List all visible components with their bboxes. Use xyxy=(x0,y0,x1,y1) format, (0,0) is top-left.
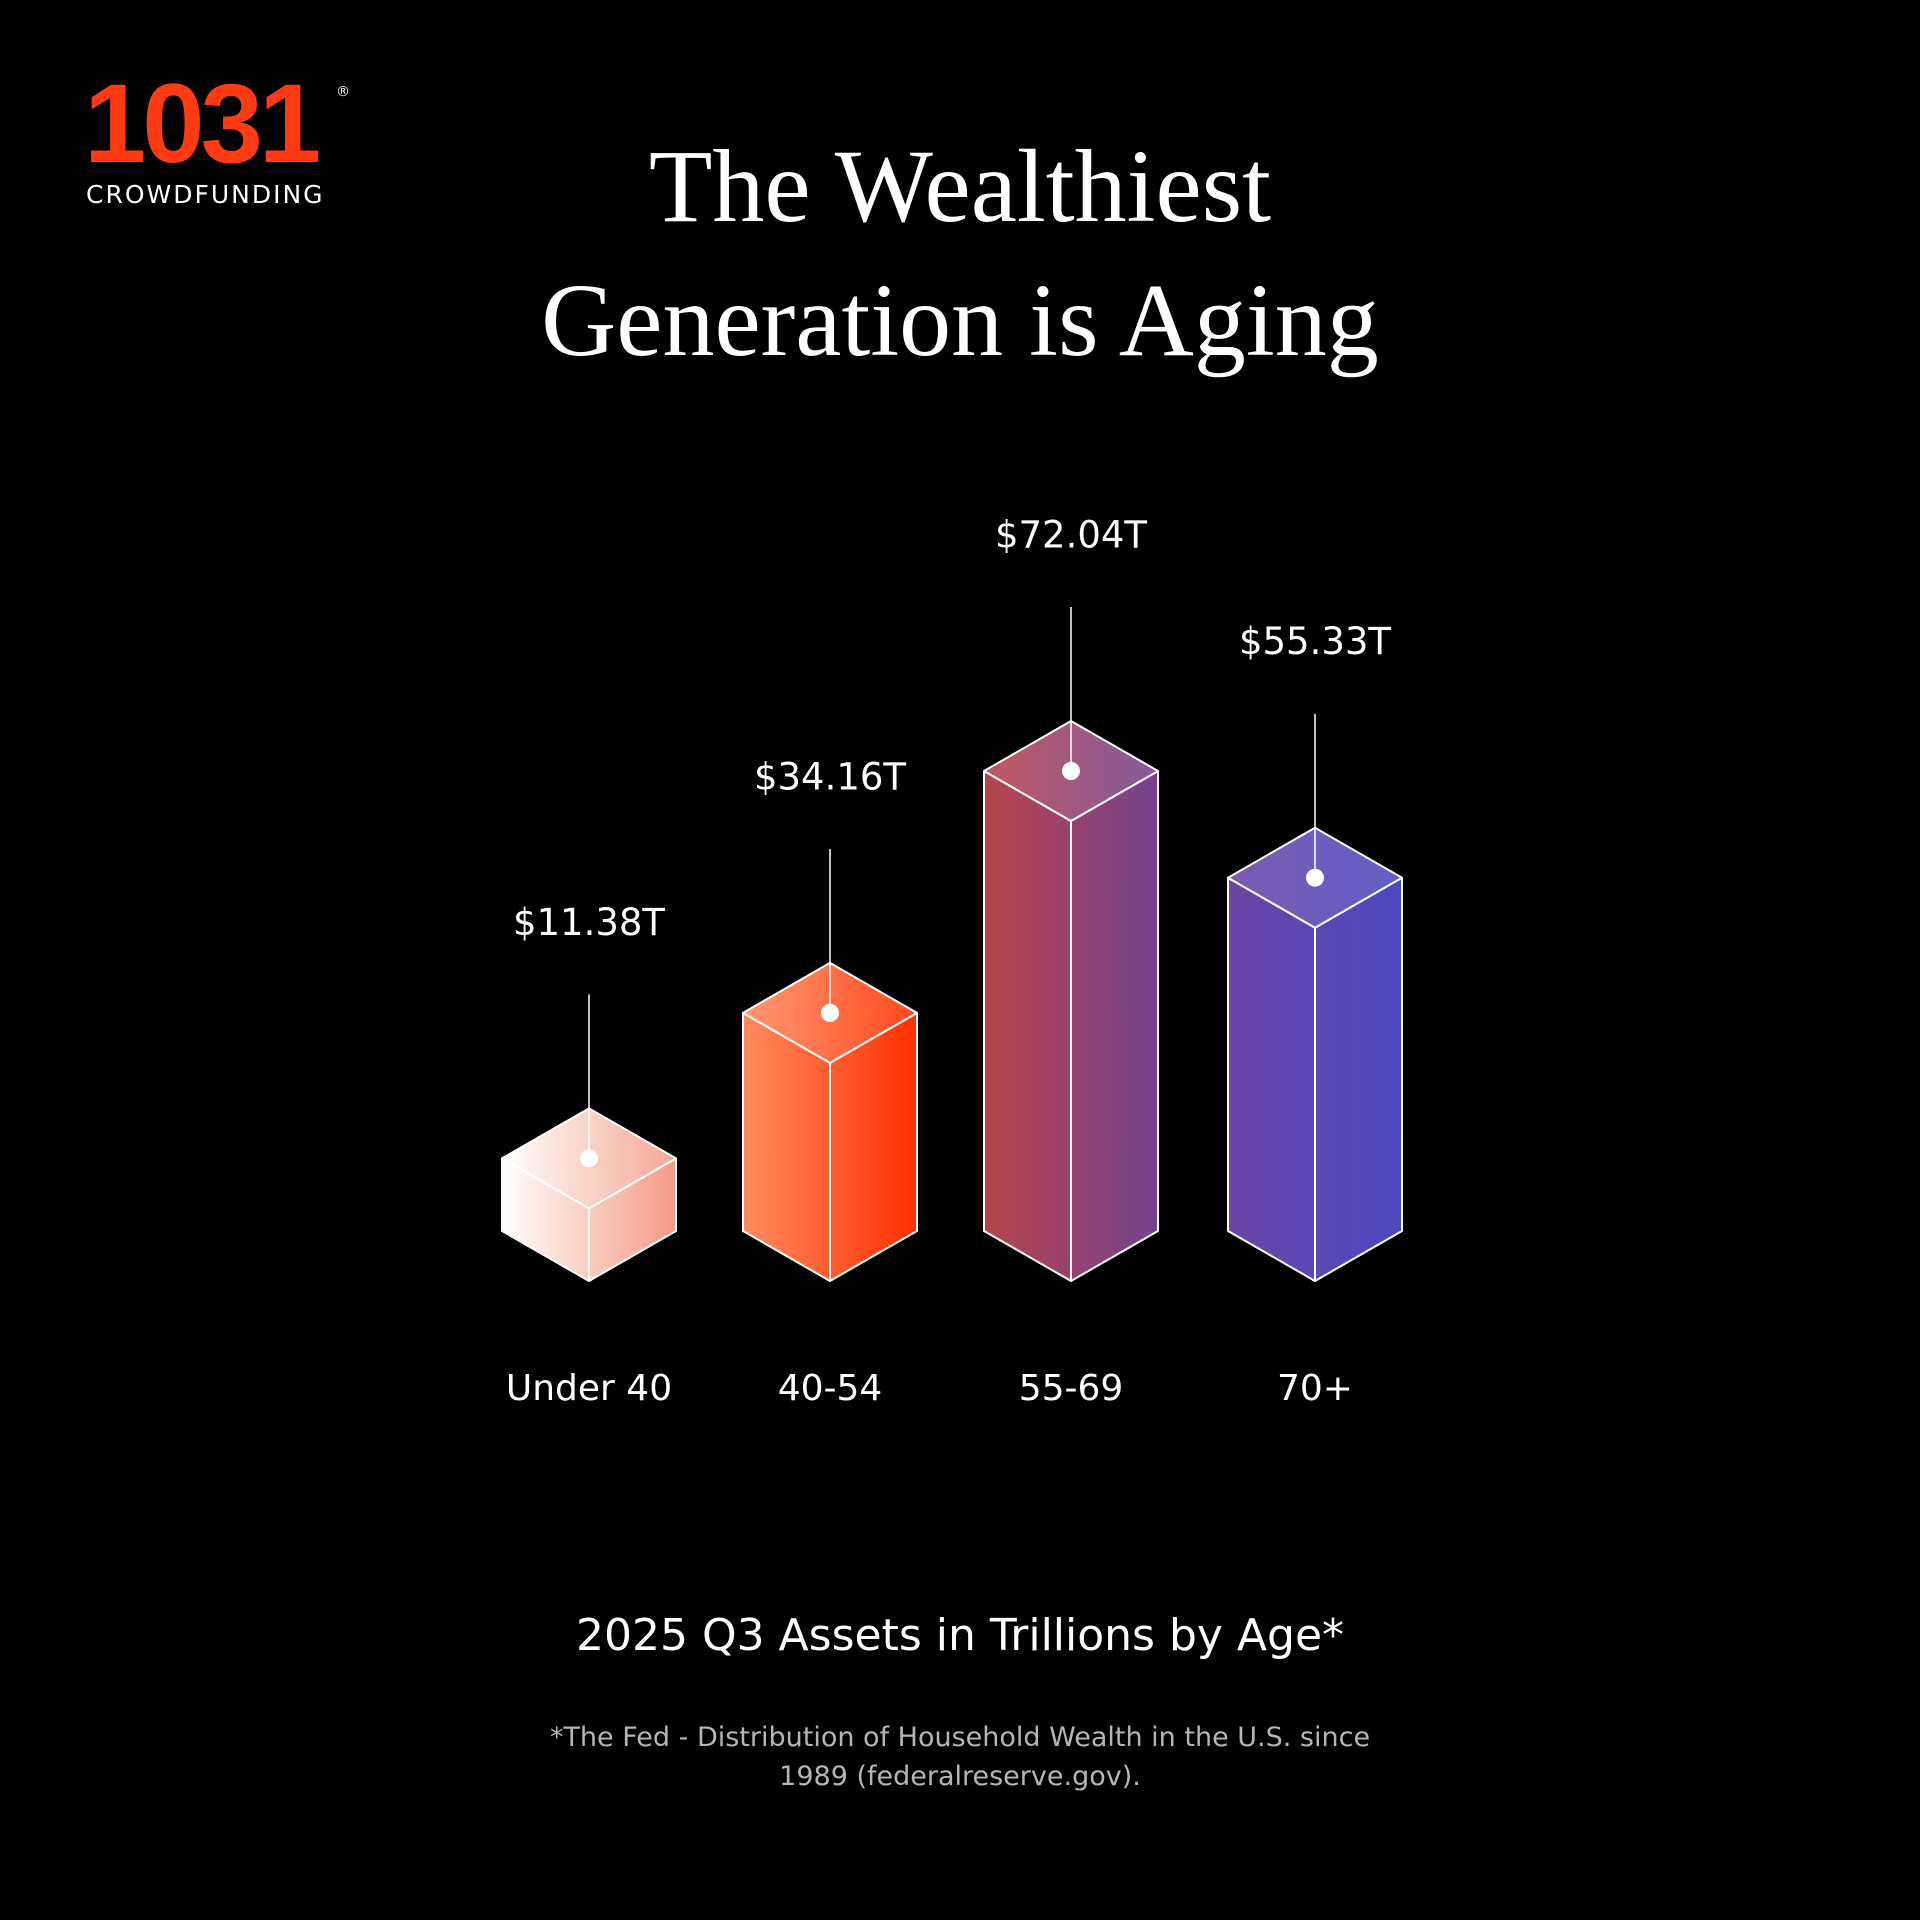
bar-right-face xyxy=(1314,876,1403,1282)
footnote: *The Fed - Distribution of Household Wea… xyxy=(549,1722,1371,1792)
value-label: $55.33T xyxy=(1239,620,1391,663)
marker-dot xyxy=(580,1149,598,1168)
logo-mark: ® xyxy=(336,84,350,100)
x-tick-label: 70+ xyxy=(1277,1368,1353,1409)
chart-title: The Wealthiest Generation is Aging xyxy=(541,129,1379,378)
bar xyxy=(1227,826,1403,1282)
value-label: $72.04T xyxy=(995,514,1147,557)
marker-dot xyxy=(1062,762,1080,780)
bar-right-face xyxy=(1070,770,1159,1282)
value-label: $34.16T xyxy=(754,755,906,798)
marker-dot xyxy=(821,1003,839,1022)
x-tick-label: 40-54 xyxy=(778,1368,883,1409)
x-tick-label: Under 40 xyxy=(506,1368,672,1409)
bar-left-face xyxy=(1227,876,1316,1282)
logo-tagline: CROWDFUNDING xyxy=(86,180,325,209)
logo: 1031 xyxy=(84,61,321,186)
bar-left-face xyxy=(983,770,1072,1282)
x-tick-label: 55-69 xyxy=(1019,1368,1124,1409)
value-label: $11.38T xyxy=(513,901,665,944)
marker-dot xyxy=(1306,868,1324,887)
bar xyxy=(983,720,1159,1282)
chart-subtitle: 2025 Q3 Assets in Trillions by Age* xyxy=(575,1610,1345,1661)
